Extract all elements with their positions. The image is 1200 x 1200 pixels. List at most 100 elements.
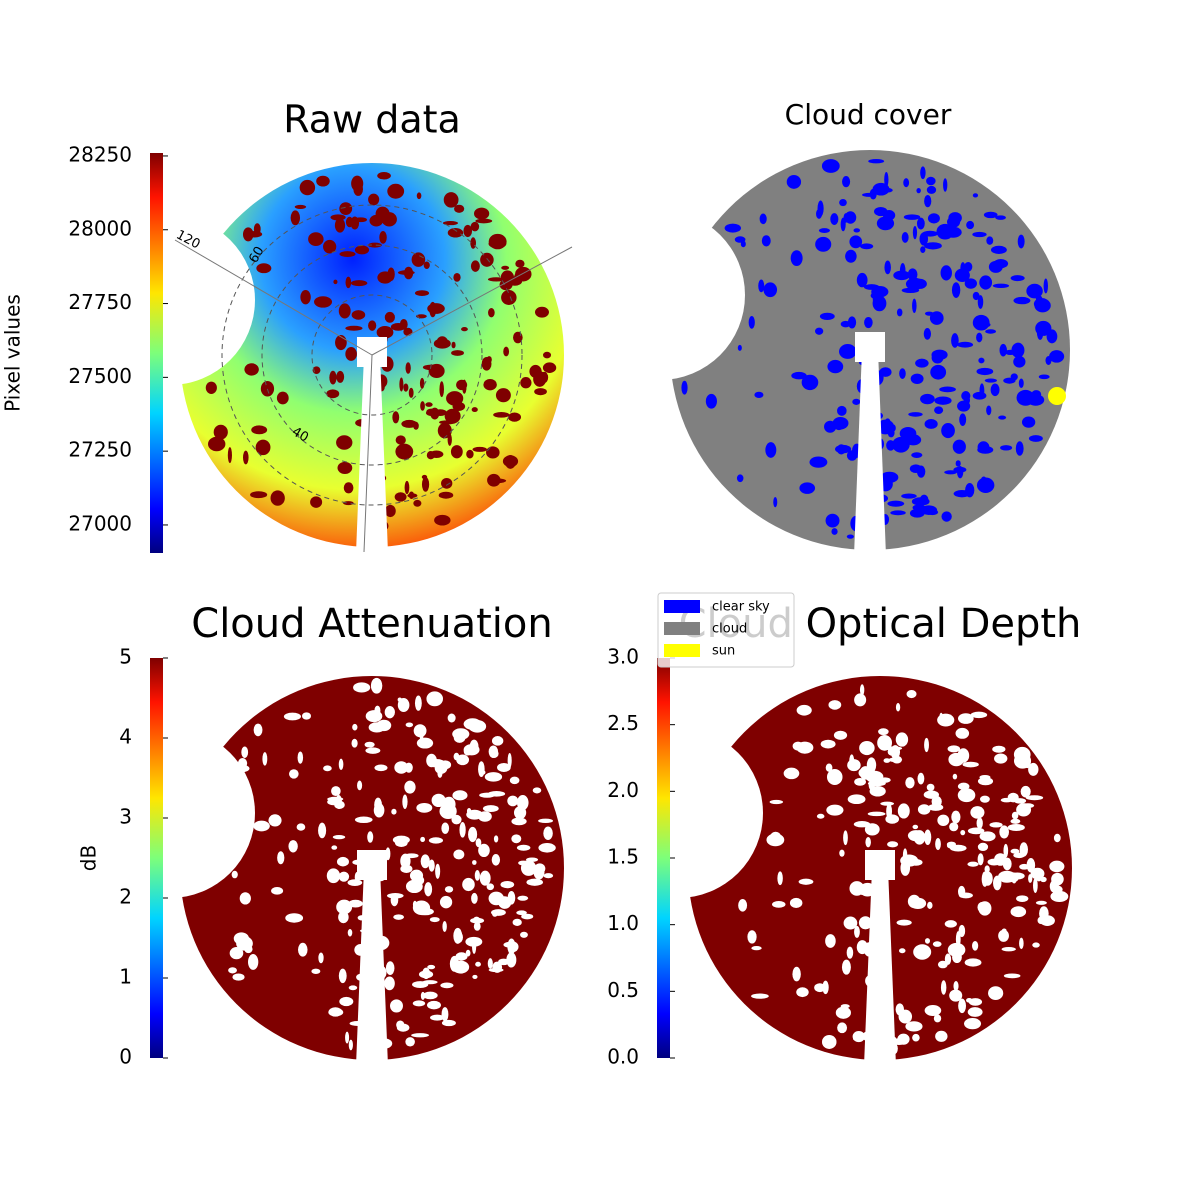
clear-blob xyxy=(239,892,251,905)
clear-blob xyxy=(338,758,344,771)
clear-blob xyxy=(323,765,332,772)
clear-blob xyxy=(990,383,1000,397)
clear-blob xyxy=(441,822,450,834)
clear-blob xyxy=(895,732,909,747)
clear-blob xyxy=(849,881,865,896)
cloud-blob xyxy=(411,252,426,267)
clear-blob xyxy=(849,235,863,249)
clear-blob xyxy=(1053,833,1061,843)
colorbar-tick-label: 27250 xyxy=(68,438,132,462)
clear-blob xyxy=(437,768,443,778)
cloud-blob xyxy=(390,322,406,331)
clear-blob xyxy=(951,810,961,824)
cloud-blob xyxy=(395,435,406,445)
clear-blob xyxy=(384,976,395,991)
clear-blob xyxy=(957,713,974,724)
cloud-blob xyxy=(442,221,458,226)
clear-blob xyxy=(977,295,984,309)
clear-blob xyxy=(828,700,842,710)
clear-blob xyxy=(967,827,985,835)
clear-blob xyxy=(1027,394,1045,406)
clear-blob xyxy=(1010,818,1021,824)
clear-blob xyxy=(860,243,874,250)
cloud-blob xyxy=(345,347,357,361)
clear-blob xyxy=(958,998,967,1014)
cloud-blob xyxy=(444,408,461,424)
clear-blob xyxy=(336,856,349,867)
clear-blob xyxy=(897,803,910,819)
cloud-blob xyxy=(486,446,500,459)
clear-blob xyxy=(934,396,952,405)
clear-blob xyxy=(972,193,979,198)
clear-blob xyxy=(931,349,948,361)
clear-blob xyxy=(336,899,353,915)
clear-blob xyxy=(907,830,925,842)
clear-blob xyxy=(368,722,386,733)
clear-blob xyxy=(465,936,483,947)
clear-blob xyxy=(820,739,836,749)
colorbar-label: Pixel values xyxy=(1,294,25,412)
clear-blob xyxy=(946,216,961,228)
clear-blob xyxy=(887,747,897,756)
clear-blob xyxy=(493,835,499,843)
clear-blob xyxy=(426,753,437,768)
clear-blob xyxy=(940,980,947,995)
clear-blob xyxy=(404,780,416,794)
clear-blob xyxy=(453,732,466,743)
mask xyxy=(575,210,745,380)
clear-blob xyxy=(798,878,814,885)
clear-blob xyxy=(326,868,341,884)
clear-blob xyxy=(903,214,921,220)
clear-blob xyxy=(796,741,814,754)
clear-blob xyxy=(482,805,499,812)
clear-blob xyxy=(439,895,453,909)
clear-blob xyxy=(964,1018,982,1030)
cloud-blob xyxy=(454,204,465,213)
clear-blob xyxy=(839,198,847,207)
cloud-blob xyxy=(488,239,507,249)
cloud-blob xyxy=(420,401,425,411)
clear-blob xyxy=(1010,275,1025,282)
clear-blob xyxy=(984,378,998,383)
clear-blob xyxy=(367,831,374,843)
clear-blob xyxy=(705,393,717,409)
clear-blob xyxy=(977,853,984,866)
clear-blob xyxy=(845,249,857,263)
clear-blob xyxy=(538,843,556,853)
cloud-blob xyxy=(326,389,340,399)
clear-blob xyxy=(517,895,529,901)
clear-blob xyxy=(951,333,959,348)
clear-blob xyxy=(318,822,327,839)
cloud-blob xyxy=(461,326,468,332)
clear-blob xyxy=(939,386,956,393)
clear-blob xyxy=(835,1006,851,1019)
clear-blob xyxy=(972,314,990,331)
clear-blob xyxy=(534,863,546,874)
clear-blob xyxy=(864,823,880,836)
clear-blob xyxy=(405,1037,415,1047)
cloud-blob xyxy=(334,218,346,233)
clear-blob xyxy=(944,226,962,238)
clear-blob xyxy=(766,833,785,847)
cloud-blob xyxy=(350,280,368,287)
clear-blob xyxy=(420,836,426,843)
polar-label: 40 xyxy=(289,424,311,445)
mask xyxy=(85,728,255,898)
clear-blob xyxy=(783,767,800,780)
clear-blob xyxy=(826,804,844,816)
legend-swatch xyxy=(664,644,700,657)
clear-blob xyxy=(288,840,298,853)
clear-blob xyxy=(426,691,443,707)
clear-blob xyxy=(846,946,854,959)
cloud-blob xyxy=(368,193,380,206)
cloud-blob xyxy=(488,307,495,318)
cloud-blob xyxy=(339,251,356,258)
cloud-blob xyxy=(447,227,464,238)
clear-blob xyxy=(886,440,896,451)
clear-blob xyxy=(815,236,832,252)
clear-blob xyxy=(843,916,858,930)
clear-blob xyxy=(442,921,447,932)
clear-blob xyxy=(277,851,285,865)
clear-blob xyxy=(416,737,434,749)
